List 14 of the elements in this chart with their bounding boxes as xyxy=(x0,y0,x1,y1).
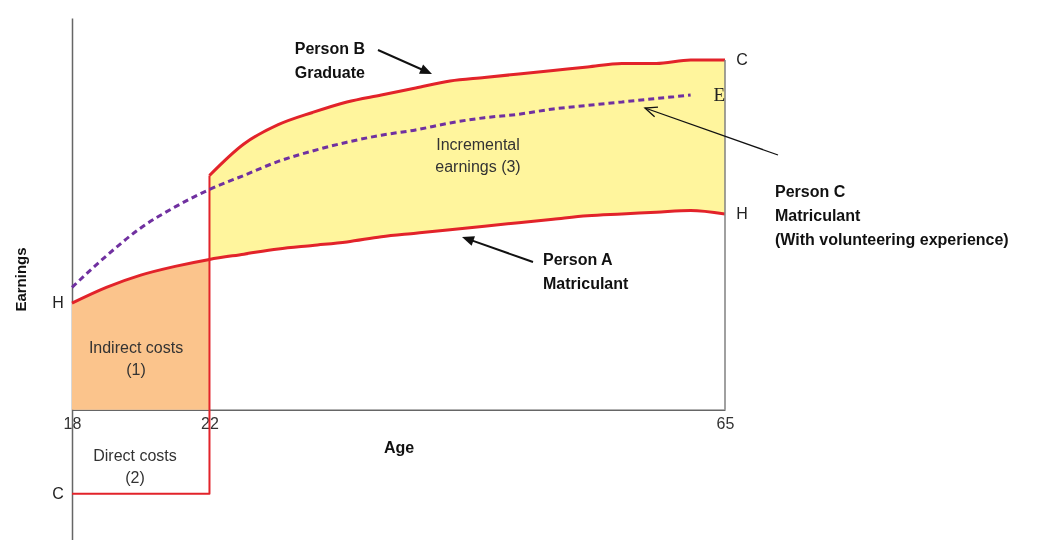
x-axis-title: Age xyxy=(383,439,415,457)
annotation: E xyxy=(713,83,725,105)
annotation: H xyxy=(52,294,64,312)
annotation: Person A Matriculant xyxy=(543,251,630,292)
annotation: C xyxy=(52,484,64,502)
text: Person C Matriculant (With volunteering experience) xyxy=(775,183,1009,248)
annotation: Indirect costs (1) xyxy=(88,339,184,378)
annotation: C xyxy=(736,50,748,68)
annotation: Direct costs (2) xyxy=(93,447,177,486)
annotation: H xyxy=(736,204,748,222)
y-axis-title: Earnings xyxy=(11,247,29,312)
annotation: Person B Graduate xyxy=(294,40,366,81)
x-tick-label: 65 xyxy=(716,415,735,433)
annotation: Incremental earnings (3) xyxy=(435,136,521,175)
